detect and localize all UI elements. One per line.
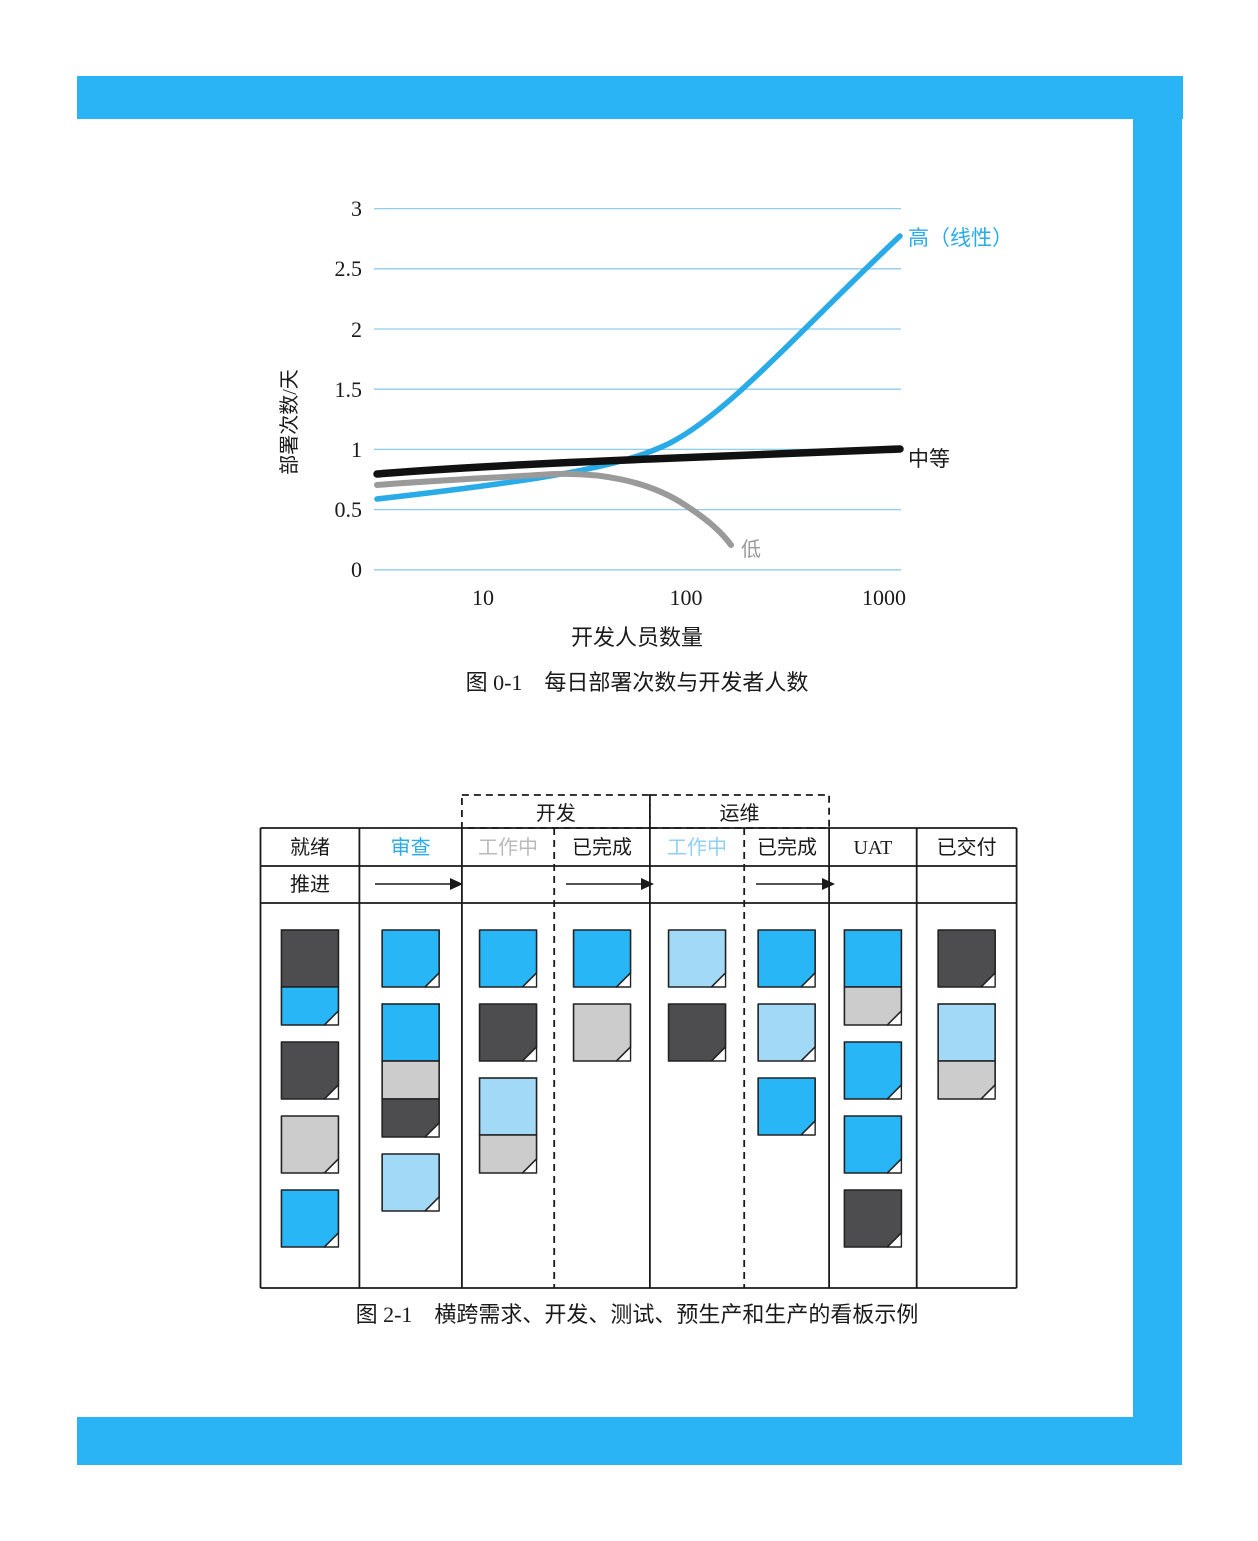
svg-text:已完成: 已完成: [757, 836, 817, 859]
svg-text:已交付: 已交付: [937, 836, 997, 859]
svg-text:开发: 开发: [536, 802, 576, 825]
svg-text:就绪: 就绪: [290, 836, 330, 859]
svg-text:已完成: 已完成: [572, 836, 632, 859]
svg-text:运维: 运维: [720, 802, 760, 825]
svg-text:工作中: 工作中: [667, 836, 727, 859]
svg-text:审查: 审查: [391, 836, 431, 859]
svg-text:推进: 推进: [290, 873, 330, 896]
svg-text:工作中: 工作中: [478, 836, 538, 859]
svg-text:UAT: UAT: [853, 837, 892, 859]
svg-text:图 2-1 横跨需求、开发、测试、预生产和生产的看板示例: 图 2-1 横跨需求、开发、测试、预生产和生产的看板示例: [356, 1302, 919, 1327]
